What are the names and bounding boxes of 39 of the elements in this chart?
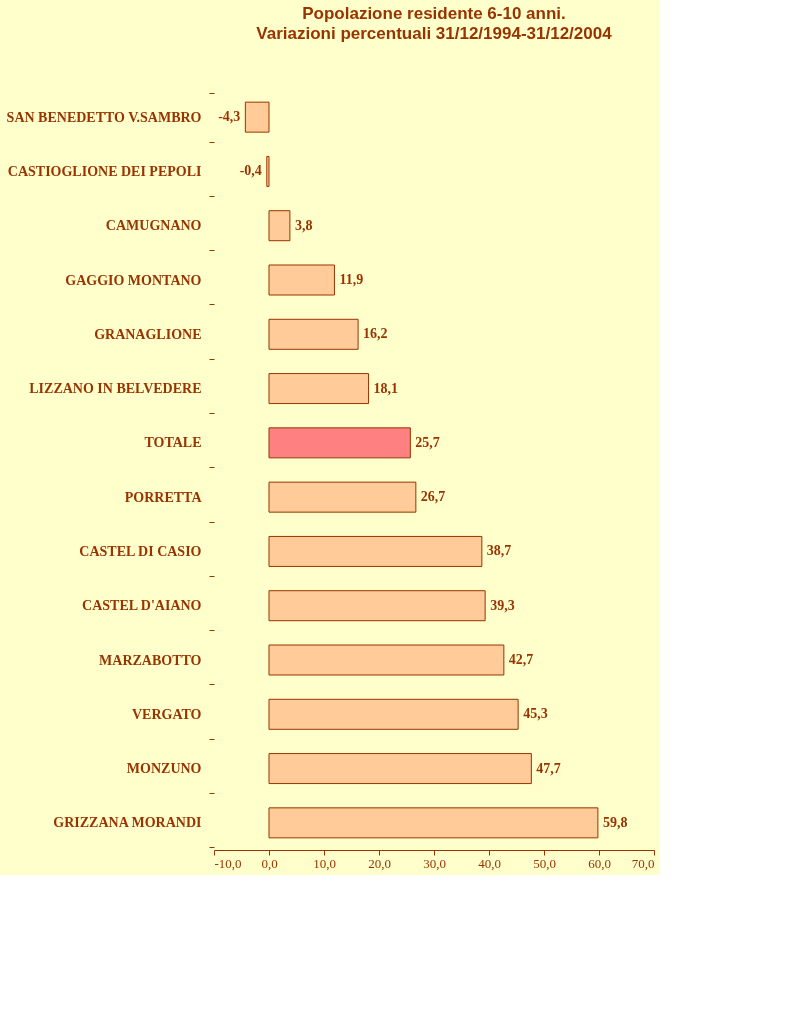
x-tick-label: 40,0: [478, 855, 501, 871]
data-label: 26,7: [420, 489, 446, 505]
x-tick-label: 10,0: [313, 855, 336, 871]
y-tick-label: CASTEL DI CASIO: [79, 543, 202, 559]
y-tick-label: CASTIOGLIONE DEI PEPOLI: [7, 163, 202, 179]
x-tick-label: 50,0: [533, 855, 556, 871]
chart-subtitle: Variazioni percentuali 31/12/1994-31/12/2004: [256, 24, 613, 43]
chart-title: Popolazione residente 6-10 anni.: [302, 4, 566, 23]
data-label: 3,8: [294, 217, 313, 233]
y-tick-label: GAGGIO MONTANO: [65, 272, 202, 288]
x-tick-label: 30,0: [423, 855, 446, 871]
y-tick-label: SAN BENEDETTO V.SAMBRO: [6, 109, 202, 125]
y-tick-label: MONZUNO: [126, 761, 202, 777]
data-label: -0,4: [239, 163, 262, 179]
data-label: 18,1: [373, 380, 399, 396]
data-label: -4,3: [218, 109, 241, 125]
y-tick-label: MARZABOTTO: [99, 652, 202, 668]
y-tick-label: VERGATO: [132, 706, 202, 722]
x-tick-label: 60,0: [588, 855, 611, 871]
y-tick-label: CASTEL D'AIANO: [82, 598, 202, 614]
data-label: 45,3: [523, 706, 548, 722]
y-tick-label: GRIZZANA MORANDI: [53, 815, 202, 831]
data-label: 42,7: [508, 652, 534, 667]
data-label: 59,8: [602, 814, 628, 830]
y-tick-label: LIZZANO IN BELVEDERE: [29, 381, 202, 397]
y-tick-label: PORRETTA: [124, 489, 203, 505]
data-label: 47,7: [536, 760, 561, 776]
data-label: 38,7: [486, 543, 512, 559]
x-tick-label: 20,0: [368, 855, 391, 871]
x-tick-label: -10,0: [214, 855, 242, 871]
data-label: 25,7: [415, 434, 440, 450]
y-tick-label: CAMUGNANO: [105, 218, 202, 234]
x-tick-label: 70,0: [631, 855, 655, 871]
y-tick-label: GRANAGLIONE: [94, 326, 202, 342]
y-tick-label: TOTALE: [144, 435, 202, 451]
data-label: 16,2: [363, 326, 388, 342]
x-tick-label: 0,0: [261, 855, 278, 871]
data-label: 11,9: [339, 272, 364, 287]
data-label: 39,3: [490, 597, 515, 613]
